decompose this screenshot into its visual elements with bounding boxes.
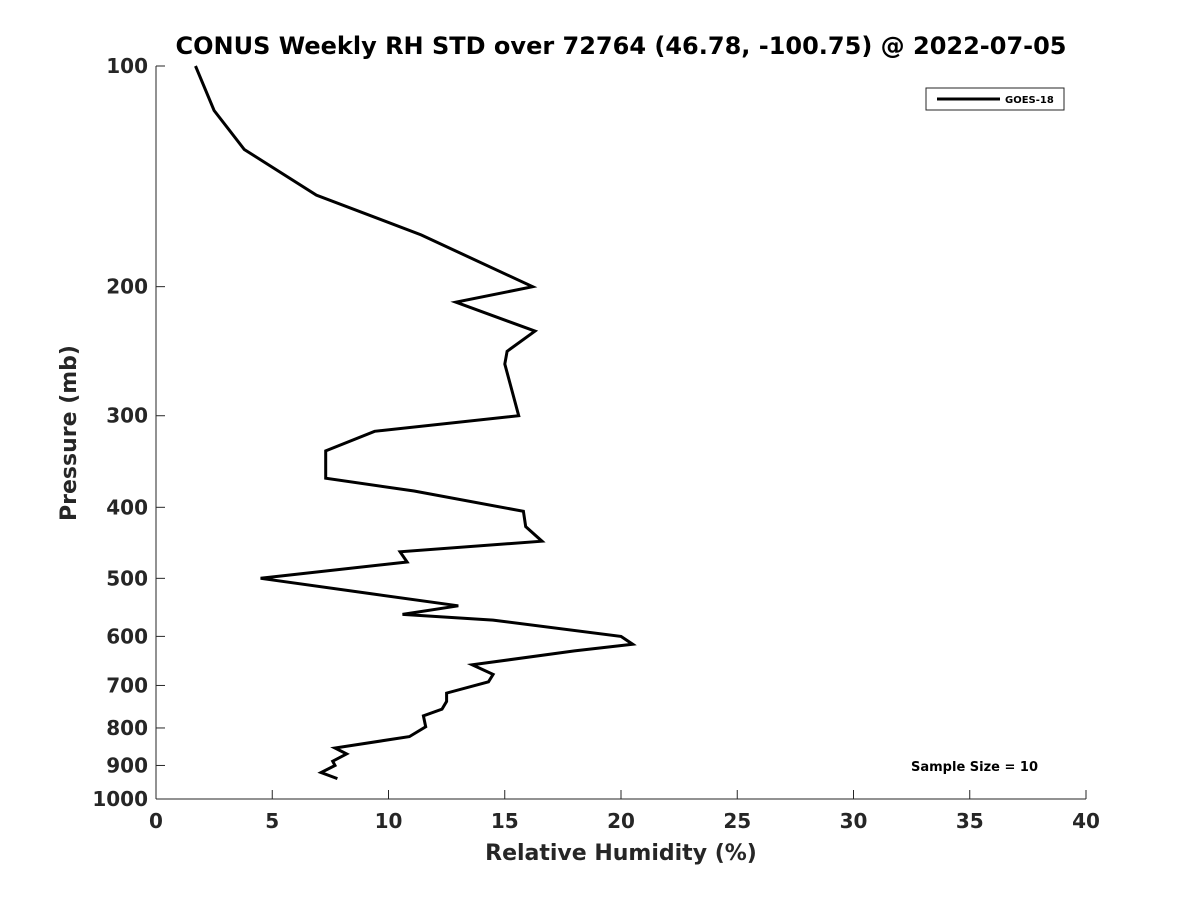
- x-tick-label: 25: [723, 809, 751, 833]
- chart-title: CONUS Weekly RH STD over 72764 (46.78, -…: [175, 32, 1066, 60]
- legend: GOES-18: [925, 87, 1065, 111]
- y-tick-label: 100: [106, 54, 148, 78]
- y-tick-label: 700: [106, 673, 148, 697]
- y-tick-label: 300: [106, 404, 148, 428]
- x-tick-label: 15: [491, 809, 519, 833]
- y-tick-label: 500: [106, 566, 148, 590]
- x-tick-label: 5: [265, 809, 279, 833]
- y-ticks: 100 200 300 400 500 600 700 800 900 1000: [92, 54, 165, 811]
- y-tick-label: 400: [106, 495, 148, 519]
- sample-size-annotation: Sample Size = 10: [911, 760, 1038, 775]
- y-tick-label: 600: [106, 624, 148, 648]
- y-tick-label: 800: [106, 716, 148, 740]
- x-ticks: 0 5 10 15 20 25 30 35 40: [149, 790, 1100, 833]
- x-tick-label: 10: [375, 809, 403, 833]
- x-tick-label: 20: [607, 809, 635, 833]
- x-tick-label: 40: [1072, 809, 1100, 833]
- y-tick-label: 1000: [92, 787, 148, 811]
- y-axis-label: Pressure (mb): [57, 345, 82, 521]
- legend-label: GOES-18: [1005, 95, 1054, 106]
- y-tick-label: 900: [106, 753, 148, 777]
- x-tick-label: 30: [840, 809, 868, 833]
- y-tick-label: 200: [106, 275, 148, 299]
- x-axis-label: Relative Humidity (%): [485, 841, 757, 866]
- x-tick-label: 0: [149, 809, 163, 833]
- series-line-goes18: [194, 65, 637, 781]
- x-tick-label: 35: [956, 809, 984, 833]
